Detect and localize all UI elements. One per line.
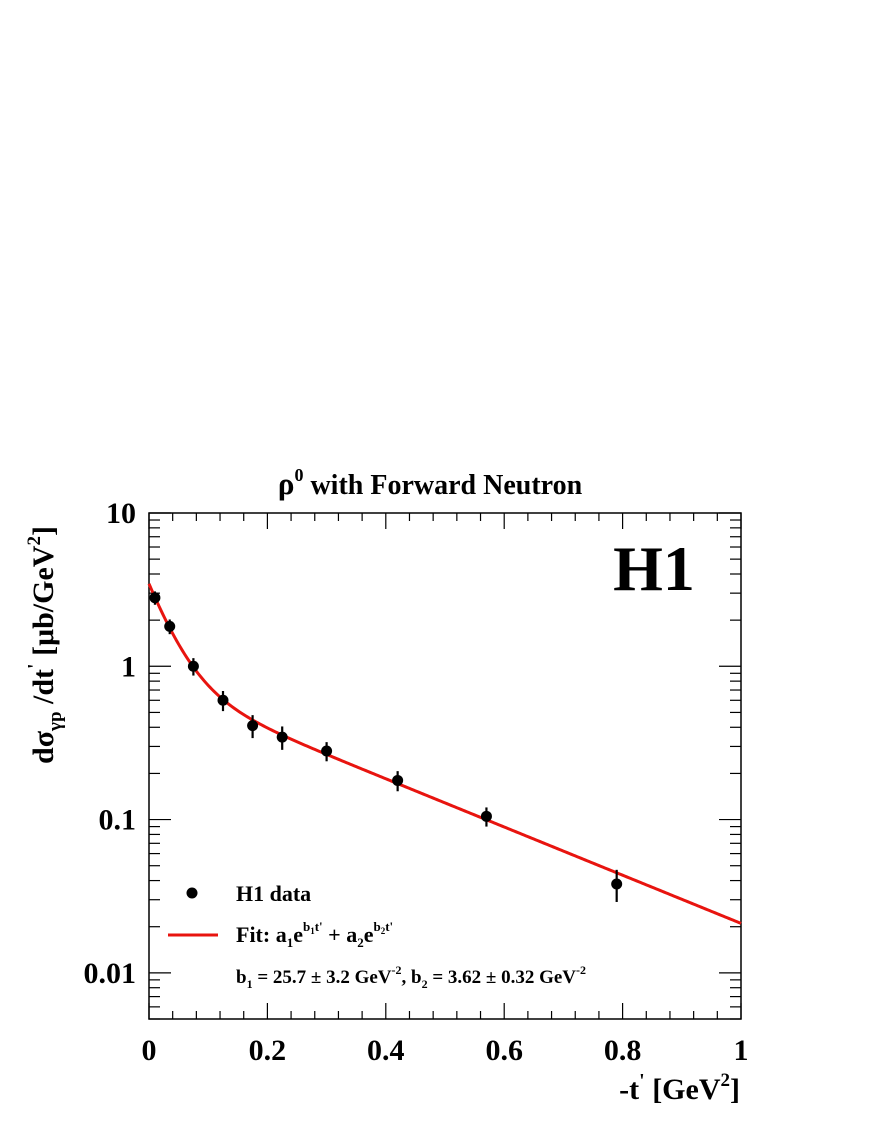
data-point [149, 592, 161, 604]
fit-sup-b2-sub: 2 [381, 926, 386, 936]
param-b1-sub: 1 [247, 977, 253, 991]
param-b1-val: = 25.7 ± 3.2 GeV [253, 967, 392, 988]
data-point [480, 810, 492, 822]
x-label-prime: ' [639, 1070, 645, 1092]
data-layer [149, 591, 623, 902]
x-tick-label: 0.6 [485, 1034, 523, 1067]
x-tick-label: 0 [142, 1034, 157, 1067]
y-label-close: ] [27, 526, 60, 536]
param-b2-exp: -2 [576, 963, 586, 977]
title-rest: with Forward Neutron [303, 470, 582, 501]
x-axis-label: -t' [GeV2] [619, 1070, 740, 1106]
x-tick-label: 0.8 [604, 1034, 642, 1067]
fit-prefix: Fit: a [236, 922, 287, 947]
y-tick-label: 1 [121, 650, 136, 683]
y-label-mid: /dt [27, 669, 60, 712]
legend-data-marker [186, 887, 198, 899]
title-rho: ρ [278, 466, 295, 501]
param-b2-sub: 2 [422, 977, 428, 991]
param-sep: , b [402, 967, 422, 988]
fit-sup-t2: t' [385, 919, 393, 934]
fit-e1: e [293, 922, 303, 947]
title-sup: 0 [294, 465, 303, 485]
x-label-close: ] [730, 1073, 740, 1106]
y-axis-label: dσγp /dt' [μb/GeV2] [24, 526, 66, 764]
x-label-open: [GeV [645, 1073, 721, 1106]
x-label-sup: 2 [721, 1070, 731, 1091]
y-label-d: dσ [27, 730, 60, 764]
data-point [611, 878, 623, 890]
x-tick-label: 0.4 [367, 1034, 405, 1067]
fit-curve [147, 583, 742, 925]
data-point [321, 745, 333, 757]
experiment-label: H1 [613, 533, 695, 604]
plot-frame [148, 512, 742, 1020]
data-point [247, 720, 259, 732]
data-point [276, 731, 288, 743]
fit-layer [147, 583, 742, 925]
x-tick-label: 1 [734, 1034, 749, 1067]
legend-data-label: H1 data [236, 881, 311, 906]
legend: H1 data Fit: a1eb1t' + a2eb2t' b1 = 25.7… [168, 881, 586, 991]
y-label-unit: [μb/GeV [27, 545, 60, 663]
fit-sub2: 2 [357, 935, 364, 950]
fit-sup-t1: t' [315, 919, 323, 934]
fit-plus: + a [323, 922, 358, 947]
data-point [392, 774, 404, 786]
fit-sup-b1-sub: 1 [310, 926, 315, 936]
param-b1-exp: -2 [392, 963, 402, 977]
param-b1: b [236, 967, 247, 988]
fit-sup-b2: b [373, 919, 380, 934]
data-point [187, 660, 199, 672]
y-label-prime: ' [24, 663, 46, 669]
fit-e2: e [364, 922, 374, 947]
axes: 0 0.2 0.4 0.6 0.8 1 0.01 0.1 1 10 [84, 497, 749, 1067]
fit-sub1: 1 [287, 935, 294, 950]
y-tick-label: 0.01 [84, 957, 137, 990]
data-point [217, 694, 229, 706]
x-tick-label: 0.2 [249, 1034, 287, 1067]
legend-fit-label: Fit: a1eb1t' + a2eb2t' [236, 919, 393, 950]
legend-params: b1 = 25.7 ± 3.2 GeV-2, b2 = 3.62 ± 0.32 … [236, 963, 586, 991]
y-label-sup: 2 [24, 536, 45, 546]
data-point [164, 620, 176, 632]
y-tick-label: 0.1 [99, 804, 137, 837]
fit-sup-b1: b [303, 919, 310, 934]
y-label-sub: γp [45, 711, 66, 731]
y-tick-label: 10 [106, 497, 136, 530]
param-b2-val: = 3.62 ± 0.32 GeV [428, 967, 577, 988]
chart-title: ρ0 with Forward Neutron [278, 465, 583, 501]
x-label-main: -t [619, 1073, 639, 1106]
